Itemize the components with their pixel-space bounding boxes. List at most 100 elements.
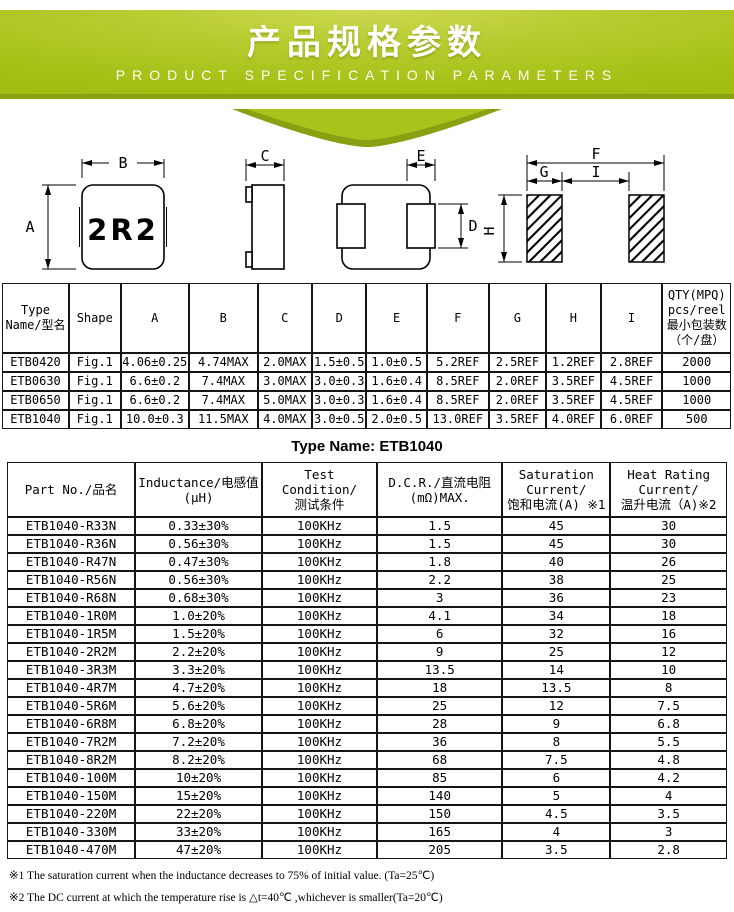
- table-cell: 100KHz: [261, 715, 378, 733]
- table-cell: 2.0MAX: [257, 353, 312, 372]
- table-cell: 4.0MAX: [257, 410, 312, 429]
- column-header: E: [366, 283, 427, 353]
- table-cell: 6: [502, 769, 611, 787]
- table-row: ETB1040-R56N 0.56±30% 100KHz 2.2 38 25: [7, 571, 727, 589]
- column-header: Heat Rating Current/ 温升电流（A)※2: [610, 462, 727, 517]
- column-header: I: [600, 283, 663, 353]
- front-view-diagram: B A 2R2: [25, 154, 167, 270]
- dim-label-g: G: [539, 163, 548, 181]
- dim-label-d: D: [468, 217, 477, 235]
- table-row: ETB1040-R36N 0.56±30% 100KHz 1.5 45 30: [7, 535, 727, 553]
- column-header: QTY(MPQ) pcs/reel 最小包装数 （个/盘）: [662, 283, 731, 353]
- table-row: ETB1040-470M 47±20% 100KHz 205 3.5 2.8: [7, 841, 727, 859]
- table-cell: 45: [502, 535, 611, 553]
- table-cell: 12: [502, 697, 611, 715]
- page-title: 产品规格参数: [247, 24, 487, 62]
- table-cell: 1.5: [377, 517, 503, 535]
- table-cell: 8.2±20%: [135, 751, 262, 769]
- table-cell: 22±20%: [135, 805, 262, 823]
- table-cell: 100KHz: [261, 697, 378, 715]
- table-cell: 100KHz: [261, 787, 378, 805]
- table-cell: 68: [377, 751, 503, 769]
- table-cell: ETB1040-R68N: [7, 589, 136, 607]
- table-cell: ETB1040-8R2M: [7, 751, 136, 769]
- table-cell: 4: [502, 823, 611, 841]
- table-row: ETB1040-6R8M 6.8±20% 100KHz 28 9 6.8: [7, 715, 727, 733]
- table-cell: 3: [377, 589, 503, 607]
- table-cell: 3.0MAX: [257, 372, 312, 391]
- table-cell: 3.0±0.3: [311, 372, 367, 391]
- table-cell: ETB0630: [2, 372, 69, 391]
- table-cell: 2000: [662, 353, 731, 372]
- table-cell: 3.5: [502, 841, 611, 859]
- table-row: ETB0420 Fig.1 4.06±0.25 4.74MAX 2.0MAX 1.5±0.…: [2, 353, 731, 372]
- table-cell: 6.8: [610, 715, 727, 733]
- column-header: Type Name/型名: [2, 283, 69, 353]
- table-cell: 0.56±30%: [135, 535, 262, 553]
- table-cell: 10.0±0.3: [120, 410, 190, 429]
- table-cell: 25: [377, 697, 503, 715]
- table-cell: ETB1040-470M: [7, 841, 136, 859]
- table-cell: ETB0650: [2, 391, 69, 410]
- table-cell: 13.5: [377, 661, 503, 679]
- table-cell: 3.5REF: [546, 391, 601, 410]
- table-cell: 100KHz: [261, 661, 378, 679]
- dim-label-i: I: [591, 163, 600, 181]
- table-row: ETB1040-3R3M 3.3±20% 100KHz 13.5 14 10: [7, 661, 727, 679]
- header-banner: 产品规格参数 PRODUCT SPECIFICATION PARAMETERS: [0, 10, 734, 147]
- footnote-2: ※2 The DC current at which the temperatu…: [9, 892, 443, 904]
- column-header: F: [426, 283, 489, 353]
- table-cell: 8: [502, 733, 611, 751]
- dim-label-h: H: [484, 226, 498, 235]
- table-cell: 8.5REF: [426, 391, 489, 410]
- dimension-diagrams: B A 2R2 C: [14, 147, 724, 279]
- banner-ribbon-decoration: [232, 109, 502, 147]
- table-cell: 10±20%: [135, 769, 262, 787]
- table-row: ETB1040-2R2M 2.2±20% 100KHz 9 25 12: [7, 643, 727, 661]
- table-cell: 1.5: [377, 535, 503, 553]
- table-cell: 4.5REF: [600, 372, 663, 391]
- table-cell: 5.5: [610, 733, 727, 751]
- table-cell: 26: [610, 553, 727, 571]
- section-title: Type Name: ETB1040: [291, 438, 443, 455]
- table-cell: 4.5: [502, 805, 611, 823]
- table-cell: 1000: [662, 372, 731, 391]
- table-row: ETB1040-R33N 0.33±30% 100KHz 1.5 45 30: [7, 517, 727, 535]
- table-cell: 4.74MAX: [189, 353, 258, 372]
- table-row: ETB1040-8R2M 8.2±20% 100KHz 68 7.5 4.8: [7, 751, 727, 769]
- table-cell: 45: [502, 517, 611, 535]
- table-header-row: Type Name/型名 Shape A B C D E F G H I QTY(MPQ) pcs/r…: [2, 283, 731, 353]
- table-cell: 9: [377, 643, 503, 661]
- table-cell: 2.2±20%: [135, 643, 262, 661]
- column-header: H: [546, 283, 601, 353]
- table-cell: 140: [377, 787, 503, 805]
- table-cell: 3.5REF: [488, 410, 547, 429]
- table-cell: 4.2: [610, 769, 727, 787]
- table-cell: 1.6±0.4: [366, 391, 427, 410]
- table-cell: 33±20%: [135, 823, 262, 841]
- table-cell: 36: [502, 589, 611, 607]
- table-cell: 12: [610, 643, 727, 661]
- column-header: Test Condition/ 测试条件: [261, 462, 378, 517]
- table-cell: ETB1040-R47N: [7, 553, 136, 571]
- table-row: ETB1040-100M 10±20% 100KHz 85 6 4.2: [7, 769, 727, 787]
- table-row: ETB0650 Fig.1 6.6±0.2 7.4MAX 5.0MAX 3.0±0.3 1.…: [2, 391, 731, 410]
- table-cell: 8.5REF: [426, 372, 489, 391]
- dimensions-table: Type Name/型名 Shape A B C D E F G H I QTY(MPQ) pcs/r…: [2, 283, 731, 429]
- table-cell: 23: [610, 589, 727, 607]
- table-row: ETB1040-220M 22±20% 100KHz 150 4.5 3.5: [7, 805, 727, 823]
- table-cell: 1.0±20%: [135, 607, 262, 625]
- table-cell: 100KHz: [261, 823, 378, 841]
- table-cell: ETB1040-150M: [7, 787, 136, 805]
- table-cell: 7.5: [502, 751, 611, 769]
- column-header: B: [189, 283, 258, 353]
- table-cell: 1.5±20%: [135, 625, 262, 643]
- column-header: D.C.R./直流电阻 (mΩ)MAX.: [377, 462, 503, 517]
- table-cell: 10: [610, 661, 727, 679]
- footnote-1: ※1 The saturation current when the induc…: [9, 870, 435, 882]
- table-cell: 11.5MAX: [189, 410, 258, 429]
- table-cell: 4.5REF: [600, 391, 663, 410]
- table-cell: 25: [610, 571, 727, 589]
- table-row: ETB1040-1R5M 1.5±20% 100KHz 6 32 16: [7, 625, 727, 643]
- table-cell: 100KHz: [261, 607, 378, 625]
